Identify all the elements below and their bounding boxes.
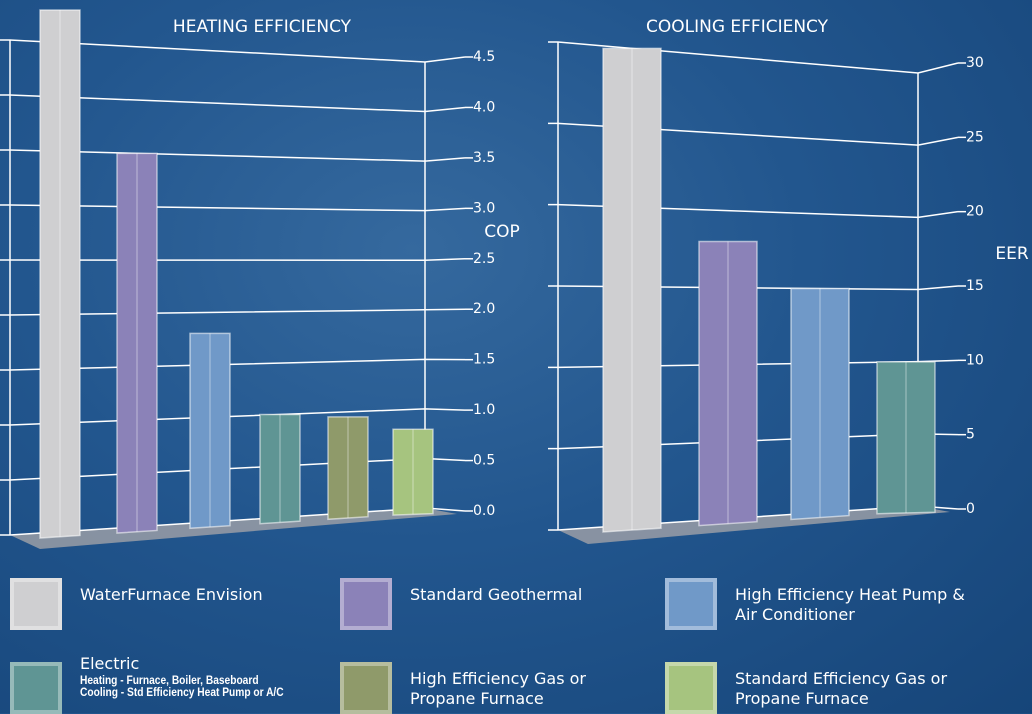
grid-line — [0, 258, 466, 261]
y-axis-label: COP — [484, 222, 520, 242]
legend-item: High Efficiency Heat Pump & Air Conditio… — [665, 578, 970, 630]
legend-text-block: High Efficiency Gas or Propane Furnace — [410, 669, 645, 709]
y-tick-label: 0.0 — [473, 503, 495, 519]
legend-detail: Cooling - Std Efficiency Heat Pump or A/… — [80, 685, 284, 699]
bar — [39, 9, 81, 539]
legend-swatch — [10, 578, 62, 630]
bar-group — [189, 332, 231, 530]
legend-detail: Heating - Furnace, Boiler, Baseboard — [80, 673, 259, 687]
bar — [698, 240, 758, 527]
bar — [327, 416, 369, 521]
legend-swatch — [10, 662, 62, 714]
grid-line — [0, 94, 466, 113]
bar-group — [327, 416, 369, 521]
bar — [790, 287, 850, 521]
grid-line — [0, 204, 466, 212]
y-tick-label: 4.0 — [473, 99, 495, 115]
y-tick-label: 2.5 — [473, 251, 495, 267]
bar — [602, 47, 662, 533]
bar-group — [790, 287, 850, 521]
legend-item: Standard Efficiency Gas or Propane Furna… — [665, 662, 970, 714]
legend-item: Electric Heating - Furnace, Boiler, Baseb… — [10, 654, 315, 714]
y-tick-label: 0.5 — [473, 453, 495, 469]
legend-swatch — [665, 662, 717, 714]
bar-group — [116, 152, 158, 534]
bar-group — [876, 361, 936, 515]
bar-group — [39, 9, 81, 539]
bar — [876, 361, 936, 515]
legend-item: Standard Geothermal — [340, 578, 645, 630]
legend-swatch — [665, 578, 717, 630]
y-tick-label: 0 — [966, 501, 975, 517]
chart-title: HEATING EFFICIENCY — [173, 17, 352, 37]
y-tick-label: 20 — [966, 204, 984, 220]
legend-label: Electric — [80, 654, 140, 673]
grid-line — [0, 308, 466, 316]
grid-line — [548, 203, 959, 219]
floor — [558, 506, 950, 544]
y-tick-label: 5 — [966, 427, 975, 443]
grid-line — [0, 149, 466, 162]
legend-text-block: Electric Heating - Furnace, Boiler, Baseb… — [80, 654, 315, 698]
legend-item: High Efficiency Gas or Propane Furnace — [340, 662, 645, 714]
bar-group — [602, 47, 662, 533]
grid-line — [548, 41, 959, 74]
grid-line — [548, 122, 959, 146]
legend-label: High Efficiency Heat Pump & Air Conditio… — [735, 585, 965, 624]
y-tick-label: 1.0 — [473, 402, 495, 418]
legend-swatch — [340, 578, 392, 630]
bar-group — [259, 413, 301, 525]
bar — [392, 428, 434, 516]
bar-group — [698, 240, 758, 527]
y-tick-label: 2.0 — [473, 301, 495, 317]
y-axis-label: EER — [995, 244, 1028, 264]
y-tick-label: 3.5 — [473, 150, 495, 166]
legend-item: WaterFurnace Envision — [10, 578, 315, 630]
y-tick-label: 30 — [966, 55, 984, 71]
y-tick-label: 15 — [966, 278, 984, 294]
y-tick-label: 10 — [966, 352, 984, 368]
chart-title: COOLING EFFICIENCY — [646, 17, 829, 37]
legend-text-block: Standard Efficiency Gas or Propane Furna… — [735, 669, 970, 709]
legend-label: High Efficiency Gas or Propane Furnace — [410, 669, 587, 708]
bar — [259, 413, 301, 525]
y-tick-label: 1.5 — [473, 352, 495, 368]
bar — [189, 332, 231, 530]
legend-label: Standard Efficiency Gas or Propane Furna… — [735, 669, 948, 708]
legend-label: WaterFurnace Envision — [80, 585, 263, 604]
legend-text-block: Standard Geothermal — [410, 585, 645, 605]
y-tick-label: 4.5 — [473, 49, 495, 65]
y-tick-label: 25 — [966, 129, 984, 145]
legend-text-block: WaterFurnace Envision — [80, 585, 315, 605]
legend-swatch — [340, 662, 392, 714]
y-tick-label: 3.0 — [473, 200, 495, 216]
legend-label: Standard Geothermal — [410, 585, 583, 604]
bar — [116, 152, 158, 534]
legend-text-block: High Efficiency Heat Pump & Air Conditio… — [735, 585, 970, 625]
bar-group — [392, 428, 434, 516]
grid-line — [0, 39, 466, 63]
